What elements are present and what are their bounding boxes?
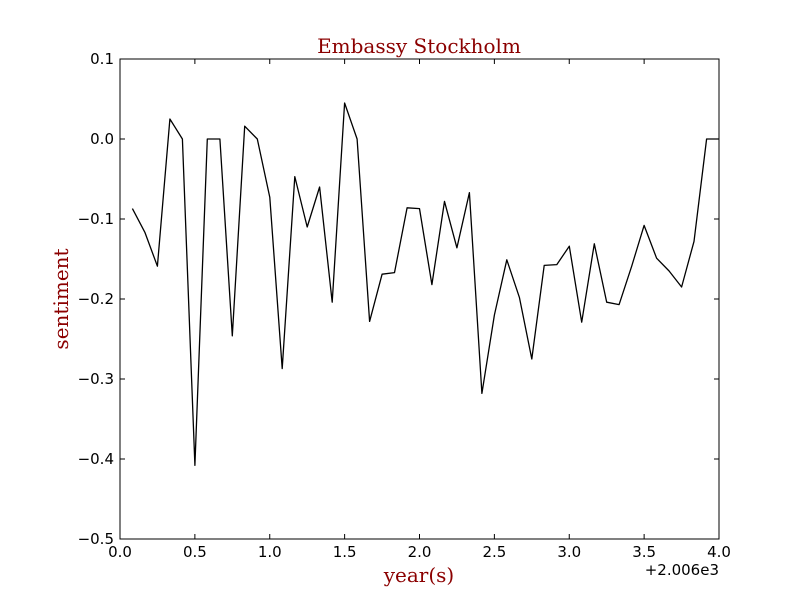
x-axis-label: year(s) [383, 563, 455, 587]
chart-title: Embassy Stockholm [317, 34, 521, 58]
y-tick-label: 0.0 [90, 130, 114, 148]
x-tick-label: 3.5 [632, 543, 656, 561]
x-axis: 0.0 0.5 1.0 1.5 2.0 2.5 3.0 3.5 4.0 [108, 59, 731, 561]
x-tick-label: 3.0 [557, 543, 581, 561]
y-axis-label: sentiment [49, 248, 73, 349]
y-axis: 0.1 0.0 −0.1 −0.2 −0.3 −0.4 −0.5 [78, 50, 719, 548]
y-tick-label: 0.1 [90, 50, 114, 68]
y-tick-label: −0.2 [78, 290, 114, 308]
x-tick-label: 2.0 [408, 543, 432, 561]
x-tick-label: 0.5 [183, 543, 207, 561]
x-tick-label: 1.5 [333, 543, 357, 561]
x-tick-label: 0.0 [108, 543, 132, 561]
x-tick-label: 1.0 [258, 543, 282, 561]
y-tick-label: −0.3 [78, 370, 114, 388]
y-tick-label: −0.1 [78, 210, 114, 228]
y-tick-label: −0.5 [78, 530, 114, 548]
y-tick-label: −0.4 [78, 450, 114, 468]
x-offset-label: +2.006e3 [645, 561, 719, 579]
x-tick-label: 4.0 [707, 543, 731, 561]
x-tick-label: 2.5 [482, 543, 506, 561]
series-line [131, 102, 719, 467]
